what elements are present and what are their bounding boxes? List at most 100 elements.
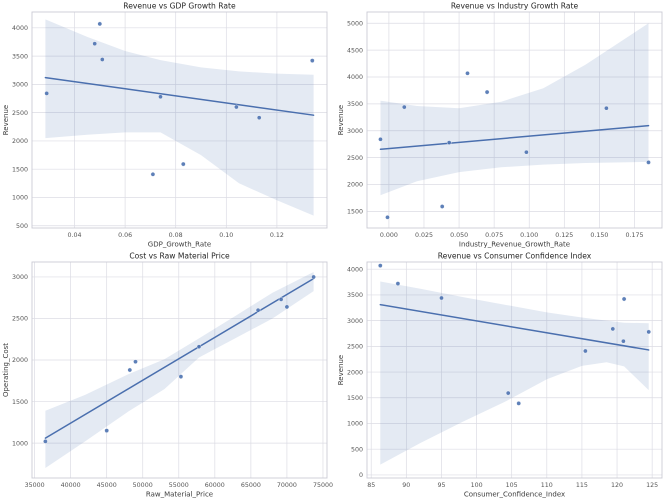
x-tick-label: 65000 (241, 482, 261, 489)
data-points (43, 274, 316, 444)
y-axis-label: Revenue (337, 105, 345, 136)
y-tick-label: 1500 (12, 399, 28, 406)
x-tick-label: 55000 (169, 482, 189, 489)
chart-title: Revenue vs GDP Growth Rate (123, 2, 236, 11)
scatter-point (100, 57, 105, 62)
x-tick-label: 0.04 (67, 232, 81, 239)
y-tick-label: 2500 (12, 110, 28, 117)
regression-line (44, 277, 315, 439)
chart-title: Revenue vs Consumer Confidence Index (437, 252, 591, 261)
scatter-point (603, 105, 609, 111)
plot-background (366, 262, 662, 478)
y-tick-label: 3000 (346, 318, 362, 325)
data-points (44, 21, 315, 177)
y-axis-label: Operating_Cost (2, 343, 10, 397)
confidence-band (379, 281, 649, 465)
x-tick-label: 0.025 (414, 232, 432, 239)
x-tick-label: 95 (437, 482, 445, 489)
scatter-point (377, 136, 383, 142)
scatter-point (377, 263, 383, 268)
x-tick-label: 0.08 (169, 232, 183, 239)
x-tick-label: 50000 (133, 482, 153, 489)
scatter-point (178, 374, 184, 379)
scatter-point (645, 160, 651, 165)
scatter-point (515, 401, 521, 406)
y-tick-label: 3000 (12, 82, 28, 89)
scatter-point (401, 104, 407, 110)
subplot-revenue-vs-consumer-confidence-index: 85 90 95 100 105 110 115 120 125 0 500 1000 1500 2000… (335, 250, 669, 500)
scatter-point (150, 171, 156, 177)
y-tick-label: 500 (350, 446, 362, 453)
y-tick-label: 4000 (12, 25, 28, 32)
scatter-point (309, 58, 315, 63)
x-tick-label: 110 (540, 482, 552, 489)
x-axis-label: Consumer_Confidence_Index (463, 491, 564, 499)
y-tick-label: 2000 (12, 357, 28, 364)
y-tick-label: 3000 (346, 128, 362, 135)
chart-canvas: 0.04 0.06 0.08 0.10 0.12 500 1000 1500 2000 2500 3… (2, 2, 328, 249)
y-tick-label: 5000 (346, 20, 362, 27)
x-tick-label: 0.06 (118, 232, 132, 239)
chart-title: Revenue vs Industry Growth Rate (450, 2, 578, 11)
x-tick-label: 0.050 (450, 232, 468, 239)
scatter-point (620, 338, 626, 344)
x-tick-label: 0.000 (379, 232, 397, 239)
y-tick-label: 3500 (12, 53, 28, 60)
chart-canvas: 0.000 0.025 0.050 0.075 0.100 0.125 0.150 0.175… (337, 2, 662, 249)
grid-lines (32, 12, 327, 228)
x-tick-label: 0.175 (625, 232, 643, 239)
regression-line (379, 303, 649, 351)
x-tick-label: 75000 (313, 482, 333, 489)
subplot-cost-vs-raw-material-price: 35000 40000 45000 50000 55000 60000 65000 70000… (0, 250, 334, 500)
x-tick-label: 90 (402, 482, 410, 489)
plot-spines (366, 11, 662, 229)
y-tick-label: 1000 (12, 440, 28, 447)
y-tick-label: 2000 (346, 369, 362, 376)
x-tick-label: 70000 (277, 482, 297, 489)
regression-line (379, 124, 649, 151)
regression-line (44, 76, 315, 116)
data-points (377, 263, 651, 406)
confidence-band (380, 23, 648, 196)
scatter-point (180, 161, 186, 167)
scatter-point (505, 390, 510, 396)
scatter-point (256, 115, 262, 120)
scatter-point (234, 104, 239, 110)
y-tick-label: 500 (16, 223, 28, 230)
x-tick-label: 40000 (61, 482, 81, 489)
x-tick-label: 45000 (97, 482, 117, 489)
grid-lines (366, 12, 662, 228)
scatter-point (395, 281, 400, 286)
scatter-point (97, 21, 103, 27)
scatter-point (645, 329, 651, 335)
y-tick-label: 2500 (12, 316, 28, 323)
scatter-point (127, 367, 133, 373)
scatter-point (44, 91, 50, 96)
scatter-point (158, 94, 163, 100)
y-tick-label: 3500 (346, 101, 362, 108)
y-tick-label: 2500 (346, 344, 362, 351)
y-tick-label: 1000 (346, 421, 362, 428)
x-axis-label: GDP_Growth_Rate (148, 241, 211, 249)
plot-background (32, 12, 327, 228)
plot-spines (31, 261, 328, 479)
x-tick-label: 0.075 (485, 232, 503, 239)
grid-lines (32, 262, 327, 478)
x-tick-label: 100 (470, 482, 482, 489)
scatter-point (43, 439, 48, 444)
chart-canvas: 85 90 95 100 105 110 115 120 125 0 500 1000 1500 2000… (337, 252, 662, 499)
scatter-point (484, 89, 489, 95)
y-tick-label: 0 (358, 472, 362, 479)
y-tick-label: 4500 (346, 47, 362, 54)
plot-background (366, 12, 662, 228)
x-tick-label: 115 (575, 482, 587, 489)
y-tick-label: 3500 (346, 292, 362, 299)
scatter-point (255, 307, 261, 313)
subplot-revenue-vs-gdp-growth-rate: 0.04 0.06 0.08 0.10 0.12 500 1000 1500 2000 2500 3… (0, 0, 334, 250)
y-tick-label: 1500 (346, 209, 362, 216)
x-tick-label: 0.150 (590, 232, 608, 239)
y-tick-label: 1500 (346, 395, 362, 402)
grid-lines (366, 262, 662, 478)
chart-canvas: 35000 40000 45000 50000 55000 60000 65000 70000… (2, 252, 333, 499)
